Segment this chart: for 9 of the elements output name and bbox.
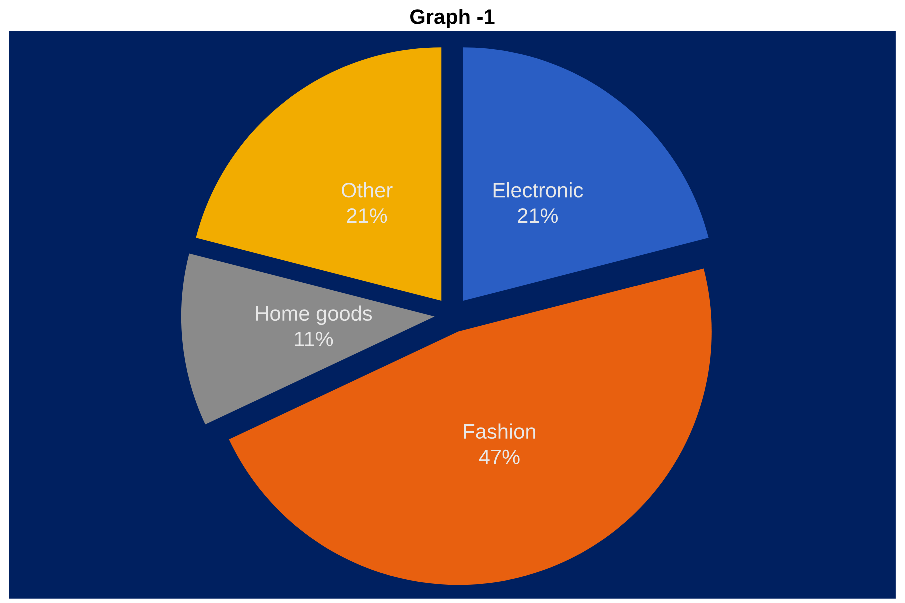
slice-label: Fashion (464, 424, 536, 440)
data-label: 11% (295, 332, 334, 346)
slice-label: Other (342, 182, 393, 198)
data-label: 21% (518, 208, 558, 224)
slice-label: Electronic (494, 182, 584, 198)
data-label: 47% (479, 450, 520, 464)
slice-label: Home goods (256, 306, 372, 326)
data-label: 21% (347, 208, 388, 224)
chart-title: Graph -1 (410, 9, 495, 28)
